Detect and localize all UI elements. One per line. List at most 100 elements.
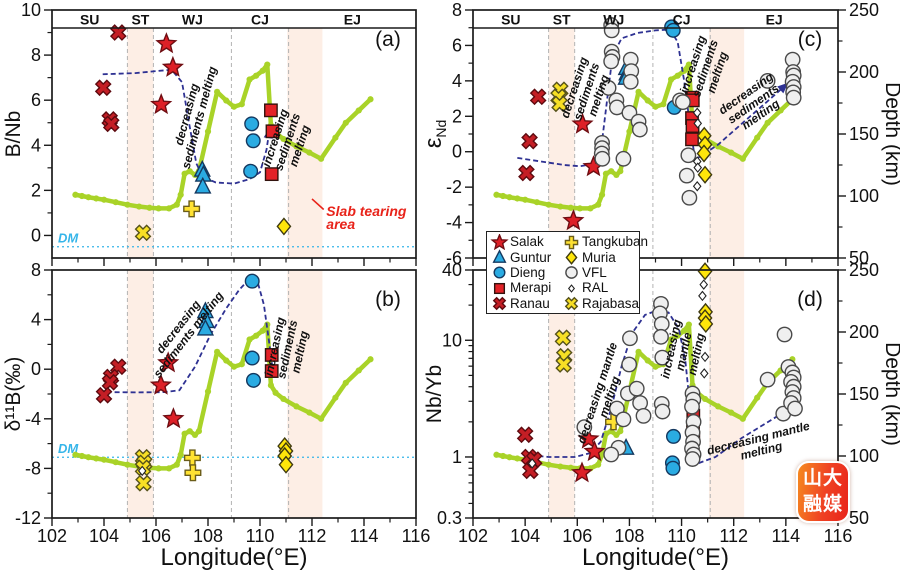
marker-vfl [603, 53, 620, 70]
marker-dieng [244, 350, 260, 366]
series-muria [697, 262, 714, 334]
marker-vfl [594, 150, 611, 167]
slab-depth-point [681, 327, 688, 334]
watermark-logo-line2: 融媒 [802, 494, 843, 515]
marker-ral [567, 284, 576, 293]
slab-depth-point [545, 201, 552, 208]
series-muria [696, 126, 713, 184]
slab-depth-point [223, 357, 230, 364]
panel-letter: (d) [797, 288, 823, 311]
slab-depth-point [100, 196, 108, 203]
slab-depth-point [728, 409, 735, 416]
y-axis-title: εNd [420, 120, 449, 149]
series-salak [149, 351, 185, 429]
slab-depth-point [223, 97, 230, 104]
slab-depth-point [267, 382, 275, 389]
marker-salak [562, 209, 585, 231]
marker-ranau [516, 426, 534, 444]
marker-salak [570, 461, 594, 483]
slab-depth-point [506, 454, 513, 461]
marker-merapi [264, 364, 279, 378]
slab-depth-point [522, 196, 529, 203]
x-tick-label: 114 [772, 526, 801, 546]
y-tick-label: 4 [31, 135, 41, 155]
legend-item-rajabasa: Rajabasa [562, 296, 644, 311]
series-ranau [518, 88, 547, 182]
slab-depth-point [602, 170, 610, 177]
slab-depth-point [576, 205, 583, 212]
y-tick-label: 4 [452, 71, 462, 91]
x-tick-label: 104 [89, 526, 119, 546]
slab-depth-point [238, 361, 245, 368]
x-tick-label: 116 [824, 526, 853, 546]
legend-label: Dieng [510, 264, 546, 280]
slab-depth-point [146, 204, 153, 211]
legend-item-dieng: Dieng [490, 265, 562, 280]
slab-depth-point [100, 456, 108, 463]
panel-letter: (a) [375, 28, 401, 51]
y-tick-label: 40 [442, 260, 462, 280]
slab-depth-point [514, 455, 521, 462]
depth-tick-label: 50 [849, 248, 869, 268]
marker-dieng [244, 273, 260, 289]
x-tick-label: 106 [562, 526, 592, 546]
slab-depth-point [668, 76, 675, 83]
pointer-line [311, 198, 325, 211]
panel-border [51, 9, 417, 259]
series-rajabasa [134, 224, 152, 242]
marker-vfl [787, 400, 803, 417]
slab-depth-point [332, 394, 339, 401]
y-tick-label: 0 [31, 359, 41, 379]
marker-salak [161, 55, 184, 77]
marker-vfl [576, 419, 593, 436]
marker-ranau [518, 164, 535, 182]
marker-rajabasa [564, 297, 579, 311]
marker-vfl [680, 147, 697, 164]
slab-depth-point [367, 356, 374, 363]
slab-depth-point [499, 192, 507, 200]
marker-dieng [665, 460, 681, 476]
slab-depth-point [272, 389, 279, 396]
x-tick-label: 112 [298, 526, 327, 546]
slab-depth-point [280, 135, 287, 143]
y-tick-label: 0 [452, 142, 462, 162]
trend-dashed-line [517, 28, 790, 168]
marker-dieng [493, 266, 506, 279]
slab-depth-point [685, 321, 692, 328]
marker-vfl [600, 80, 617, 96]
slab-depth-point [545, 461, 552, 468]
depth-tick-label: 100 [849, 446, 879, 466]
legend: Salak Guntur Dieng Merapi Ranau Tangkuban Muri… [486, 231, 648, 314]
region-label: SU [501, 12, 520, 28]
highlight-band [708, 270, 745, 518]
x-tick-label: 102 [458, 526, 488, 546]
legend-label: Merapi [510, 280, 552, 296]
panel-letter: (b) [375, 288, 401, 311]
marker-dieng [243, 163, 259, 179]
marker-vfl [621, 356, 638, 373]
slab-depth-point [259, 67, 266, 74]
series-ranau [94, 24, 127, 133]
slab-depth-point [259, 327, 266, 334]
slab-depth-point [112, 199, 119, 206]
slab-depth-point [72, 191, 79, 198]
slab-depth-point [85, 194, 92, 201]
marker-rajabasa [135, 474, 152, 492]
slab-depth-point [714, 403, 722, 410]
slab-depth-point [136, 203, 143, 210]
marker-vfl [785, 89, 802, 106]
slab-depth-point [557, 463, 564, 470]
slab-depth-point [155, 205, 162, 212]
x-tick-label: 102 [37, 526, 67, 546]
marker-vfl [759, 371, 776, 388]
slab-depth-point [674, 72, 681, 79]
slab-depth-point [214, 348, 221, 355]
x-tick-label: 108 [614, 526, 644, 546]
marker-merapi [685, 132, 699, 147]
region-label: EJ [766, 12, 783, 28]
x-tick-label: 110 [246, 526, 275, 546]
y-tick-label: -4 [25, 409, 41, 429]
marker-merapi [493, 282, 506, 294]
